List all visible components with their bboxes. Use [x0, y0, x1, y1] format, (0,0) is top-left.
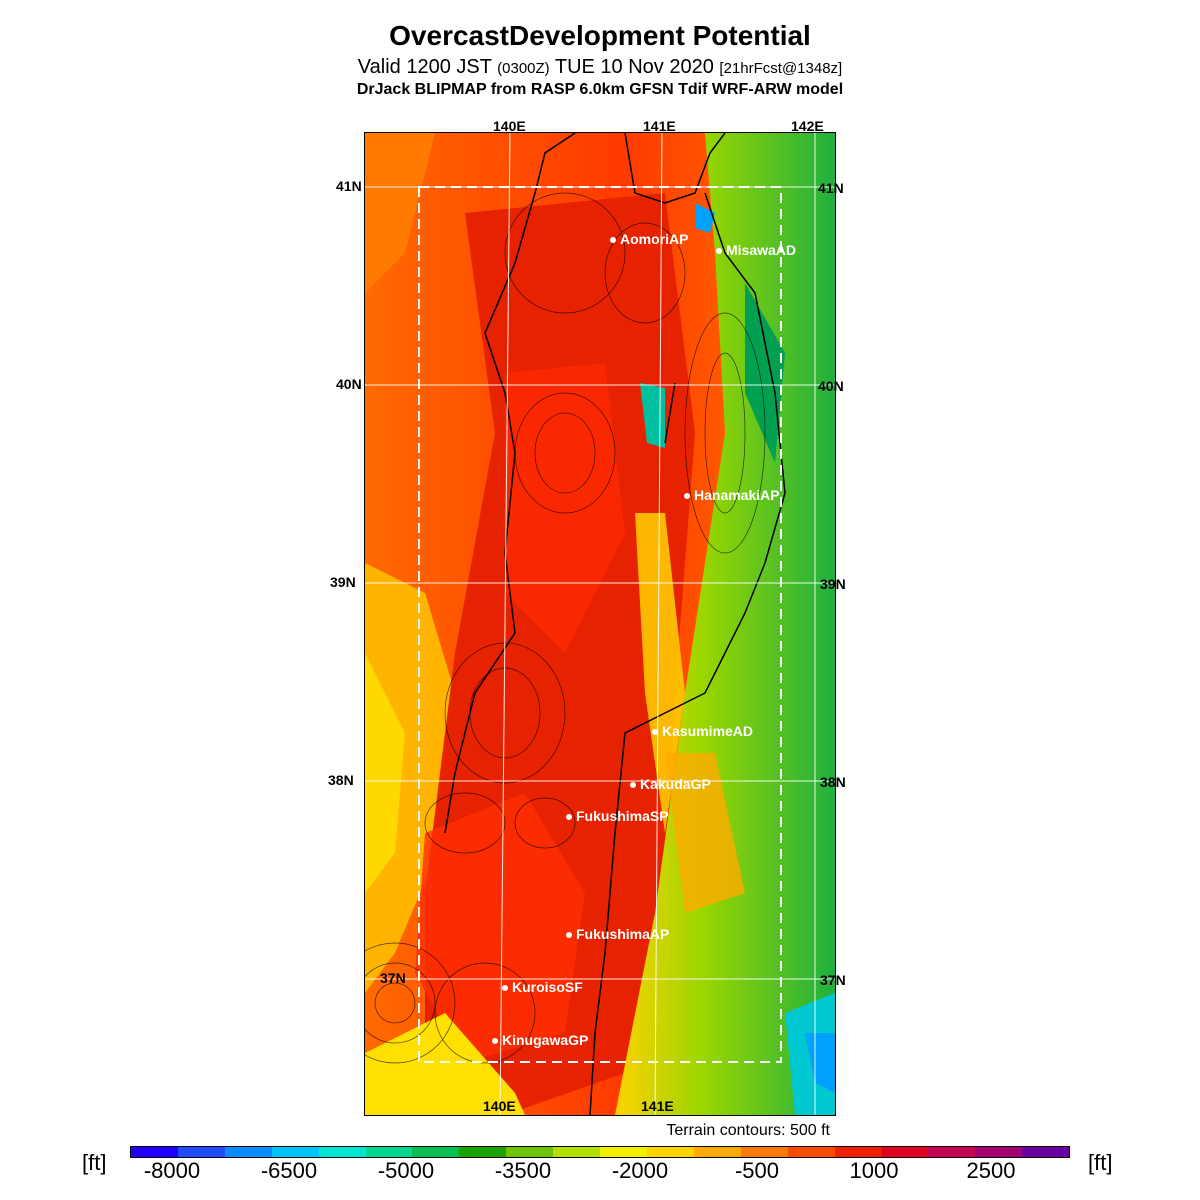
city-kinugawa: KinugawaGP — [492, 1032, 588, 1048]
colorbar-tick: -3500 — [494, 1158, 552, 1183]
colorbar-swatch — [928, 1147, 976, 1157]
colorbar-tick: -6500 — [260, 1158, 318, 1183]
city-marker-icon — [566, 932, 572, 939]
lon-top-141: 141E — [643, 118, 676, 134]
city-fukushima-ap: FukushimaAP — [566, 926, 669, 942]
colorbar-tick: 1000 — [849, 1158, 899, 1183]
colorbar-swatch — [177, 1147, 225, 1157]
colorbar-swatch — [271, 1147, 319, 1157]
lat-right-40: 40N — [818, 378, 844, 394]
colorbar-swatch — [600, 1147, 647, 1157]
lat-right-38: 38N — [820, 774, 846, 790]
city-kuroiso: KuroisoSF — [502, 979, 583, 995]
colorbar-swatch — [553, 1147, 601, 1157]
lon-bottom-140: 140E — [483, 1098, 516, 1114]
colorbar-tick: -500 — [734, 1158, 780, 1183]
colorbar-swatch — [646, 1147, 694, 1157]
city-kasumime: KasumimeAD — [652, 723, 753, 739]
city-marker-icon — [566, 814, 572, 821]
city-marker-icon — [630, 782, 636, 789]
lon-bottom-141: 141E — [641, 1098, 674, 1114]
city-marker-icon — [652, 729, 658, 736]
valid-time-line: Valid 1200 JST (0300Z) TUE 10 Nov 2020 [… — [0, 56, 1200, 79]
city-misawa: MisawaAD — [716, 242, 796, 258]
colorbar-swatch — [975, 1147, 1023, 1157]
lon-top-140: 140E — [493, 118, 526, 134]
colorbar-tick: -5000 — [377, 1158, 435, 1183]
terrain-contours-note: Terrain contours: 500 ft — [666, 1122, 830, 1139]
valid-prefix: Valid 1200 JST — [357, 56, 492, 78]
colorbar-swatch — [318, 1147, 366, 1157]
colorbar-tick: 2500 — [966, 1158, 1016, 1183]
city-aomori: AomoriAP — [610, 231, 688, 247]
colorbar-swatch — [693, 1147, 741, 1157]
lat-right-41: 41N — [818, 180, 844, 196]
colorbar-swatch — [412, 1147, 460, 1157]
colorbar-unit-left: [ft] — [82, 1150, 107, 1175]
colorbar-swatch — [1022, 1147, 1070, 1157]
colorbar-tick: -2000 — [611, 1158, 669, 1183]
city-marker-icon — [716, 248, 722, 255]
lon-top-142: 142E — [791, 118, 824, 134]
forecast-map[interactable] — [364, 132, 836, 1116]
lat-left-41: 41N — [336, 178, 362, 194]
city-marker-icon — [610, 237, 616, 244]
colorbar-unit-right: [ft] — [1088, 1150, 1113, 1175]
city-kakuda: KakudaGP — [630, 776, 711, 792]
lat-right-37: 37N — [820, 972, 846, 988]
city-fukushima-sp: FukushimaSP — [566, 808, 669, 824]
lat-left-38: 38N — [328, 772, 354, 788]
colorbar-tick: -8000 — [143, 1158, 201, 1183]
colorbar-swatch — [131, 1147, 178, 1157]
city-marker-icon — [492, 1038, 498, 1045]
colorbar — [130, 1146, 1070, 1158]
colorbar-swatch — [787, 1147, 835, 1157]
colorbar-swatch — [506, 1147, 554, 1157]
colorbar-swatch — [881, 1147, 929, 1157]
valid-zulu: (0300Z) — [497, 60, 550, 77]
colorbar-swatch — [459, 1147, 507, 1157]
city-marker-icon — [684, 493, 690, 500]
lat-left-40: 40N — [336, 376, 362, 392]
model-line: DrJack BLIPMAP from RASP 6.0km GFSN Tdif… — [356, 81, 844, 98]
lat-right-39: 39N — [820, 576, 846, 592]
lat-left-39: 39N — [330, 574, 356, 590]
valid-date: TUE 10 Nov 2020 — [554, 56, 714, 78]
forecast-hour: [21hrFcst@1348z] — [719, 60, 843, 77]
city-marker-icon — [502, 985, 508, 992]
lat-left-37: 37N — [380, 970, 406, 986]
map-title: OvercastDevelopment Potential — [389, 20, 811, 51]
colorbar-swatch — [834, 1147, 882, 1157]
colorbar-swatch — [224, 1147, 272, 1157]
city-hanamaki: HanamakiAP — [684, 487, 780, 503]
colorbar-swatch — [740, 1147, 788, 1157]
colorbar-swatch — [365, 1147, 413, 1157]
